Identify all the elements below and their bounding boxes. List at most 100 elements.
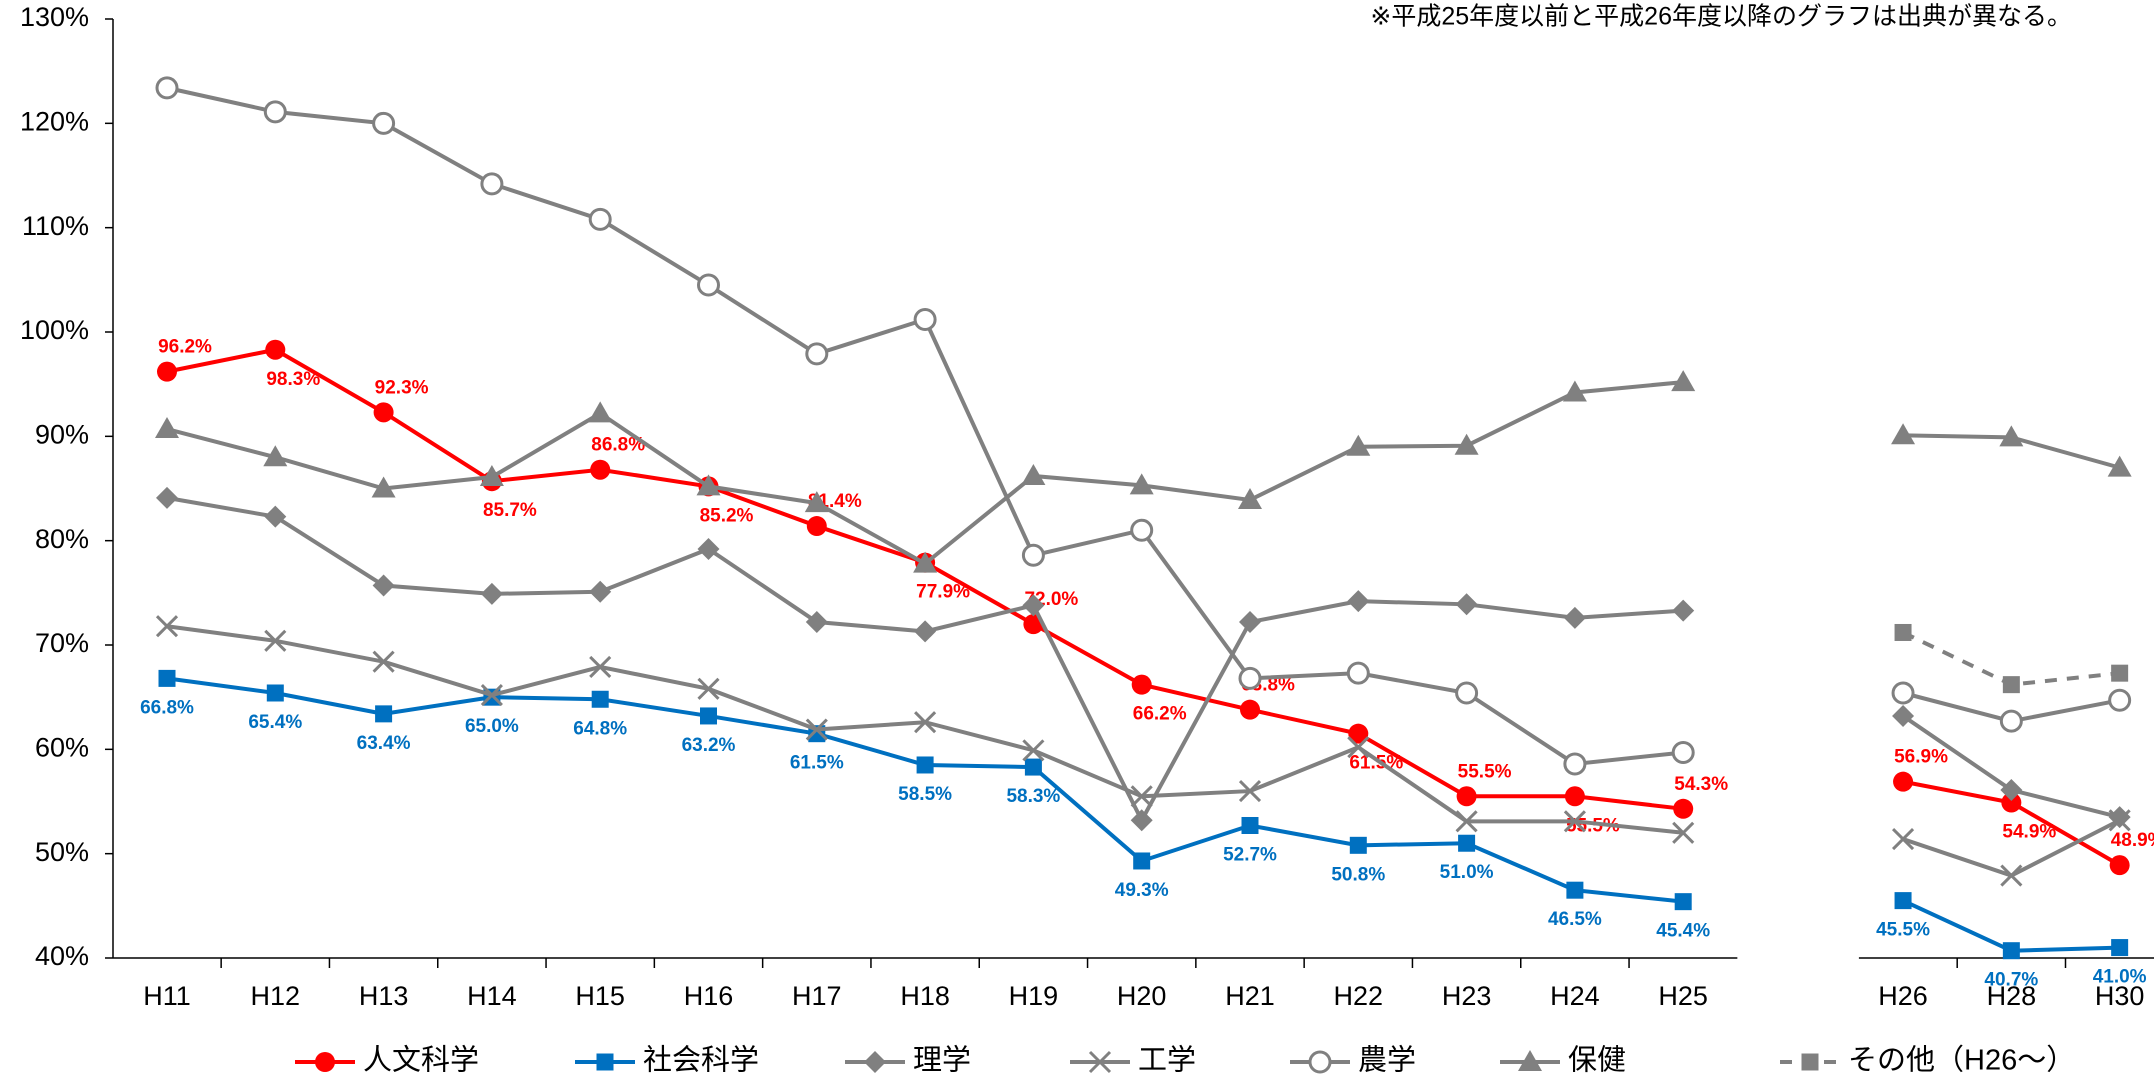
x-tick-label: H13 [359,981,409,1011]
marker [480,172,504,196]
marker [588,401,613,423]
y-tick-label: 80% [35,524,89,554]
marker [2111,939,2129,957]
marker [372,111,396,135]
marker [155,615,179,638]
value-label: 64.8% [573,718,627,739]
marker [589,580,612,603]
marker [1308,1050,1332,1074]
x-tick-label: H23 [1442,981,1492,1011]
x-tick-label: H22 [1334,981,1384,1011]
value-label: 56.9% [1894,747,1948,768]
marker [805,718,828,741]
value-label: 85.2% [700,505,754,526]
marker [1022,739,1045,762]
marker [2107,455,2132,477]
marker [1999,709,2023,733]
legend-text: 理学 [913,1044,971,1077]
marker [1455,593,1478,616]
value-label: 45.4% [1656,921,1710,942]
x-tick-label: H24 [1550,981,1600,1011]
marker [372,650,395,673]
marker [1348,723,1369,744]
marker [264,629,287,652]
value-label: 61.5% [790,753,844,774]
value-label: 77.9% [916,582,970,603]
x-tick-label: H17 [792,981,842,1011]
marker [1458,834,1476,852]
value-label: 63.2% [682,735,736,756]
value-label: 48.9% [2111,830,2154,851]
marker [1347,736,1370,759]
marker [1671,740,1695,764]
marker [588,207,612,231]
marker [372,574,395,597]
legend-text: 農学 [1358,1044,1416,1077]
marker [1455,810,1478,833]
value-label: 49.3% [1115,880,1169,901]
marker [1021,543,1045,567]
marker [1891,827,1915,851]
value-label: 58.3% [1006,786,1060,807]
marker [1240,699,1260,720]
value-label: 50.8% [1331,864,1385,885]
marker [697,273,720,297]
value-label: 41.0% [2093,967,2147,988]
marker [700,707,717,725]
marker [1999,425,2024,447]
value-label: 58.5% [898,784,952,805]
marker [596,1053,614,1071]
value-label: 66.8% [140,697,194,718]
value-label: 51.0% [1440,862,1494,883]
marker [913,307,937,331]
x-tick-label: H30 [2095,981,2145,1011]
series-line [166,347,2121,867]
y-tick-label: 90% [35,419,89,449]
marker [2002,942,2020,960]
chart-note: ※平成25年度以前と平成26年度以降のグラフは出典が異なる。 [1370,3,2072,31]
series-line [166,85,2121,767]
value-label: 86.8% [591,435,645,456]
marker [1892,704,1915,727]
marker [1563,810,1586,833]
marker [158,669,176,687]
marker [2108,688,2132,712]
marker [264,505,287,528]
value-label: 54.3% [1674,774,1728,795]
marker [1673,798,1694,819]
value-label: 55.5% [1458,761,1512,782]
marker [265,339,286,360]
marker [2001,792,2022,813]
x-tick-label: H25 [1658,981,1708,1011]
value-label: 45.5% [1876,920,1930,941]
value-label: 63.4% [357,733,411,754]
y-tick-label: 70% [35,628,89,658]
x-tick-label: H14 [467,981,517,1011]
x-tick-label: H11 [143,981,191,1011]
marker [155,76,179,100]
marker [696,474,721,496]
value-label: 54.9% [2002,822,2056,843]
marker [1346,661,1370,685]
y-tick-label: 40% [35,941,89,971]
marker [914,711,937,734]
value-label: 65.4% [248,712,302,733]
x-tick-label: H15 [575,981,625,1011]
value-label: 92.3% [375,377,429,398]
marker [1563,752,1587,776]
marker [1893,771,1914,792]
marker [1456,786,1477,807]
marker [914,620,937,643]
marker [2000,779,2023,802]
marker [1238,666,1262,690]
value-label: 46.5% [1548,909,1602,930]
marker [804,491,829,513]
x-tick-label: H26 [1878,981,1928,1011]
value-label: 52.7% [1223,845,1277,866]
marker [1455,681,1479,705]
y-tick-label: 100% [20,315,89,345]
marker [1566,881,1584,899]
marker [1672,599,1695,622]
marker [1238,487,1262,509]
marker [1241,816,1259,834]
